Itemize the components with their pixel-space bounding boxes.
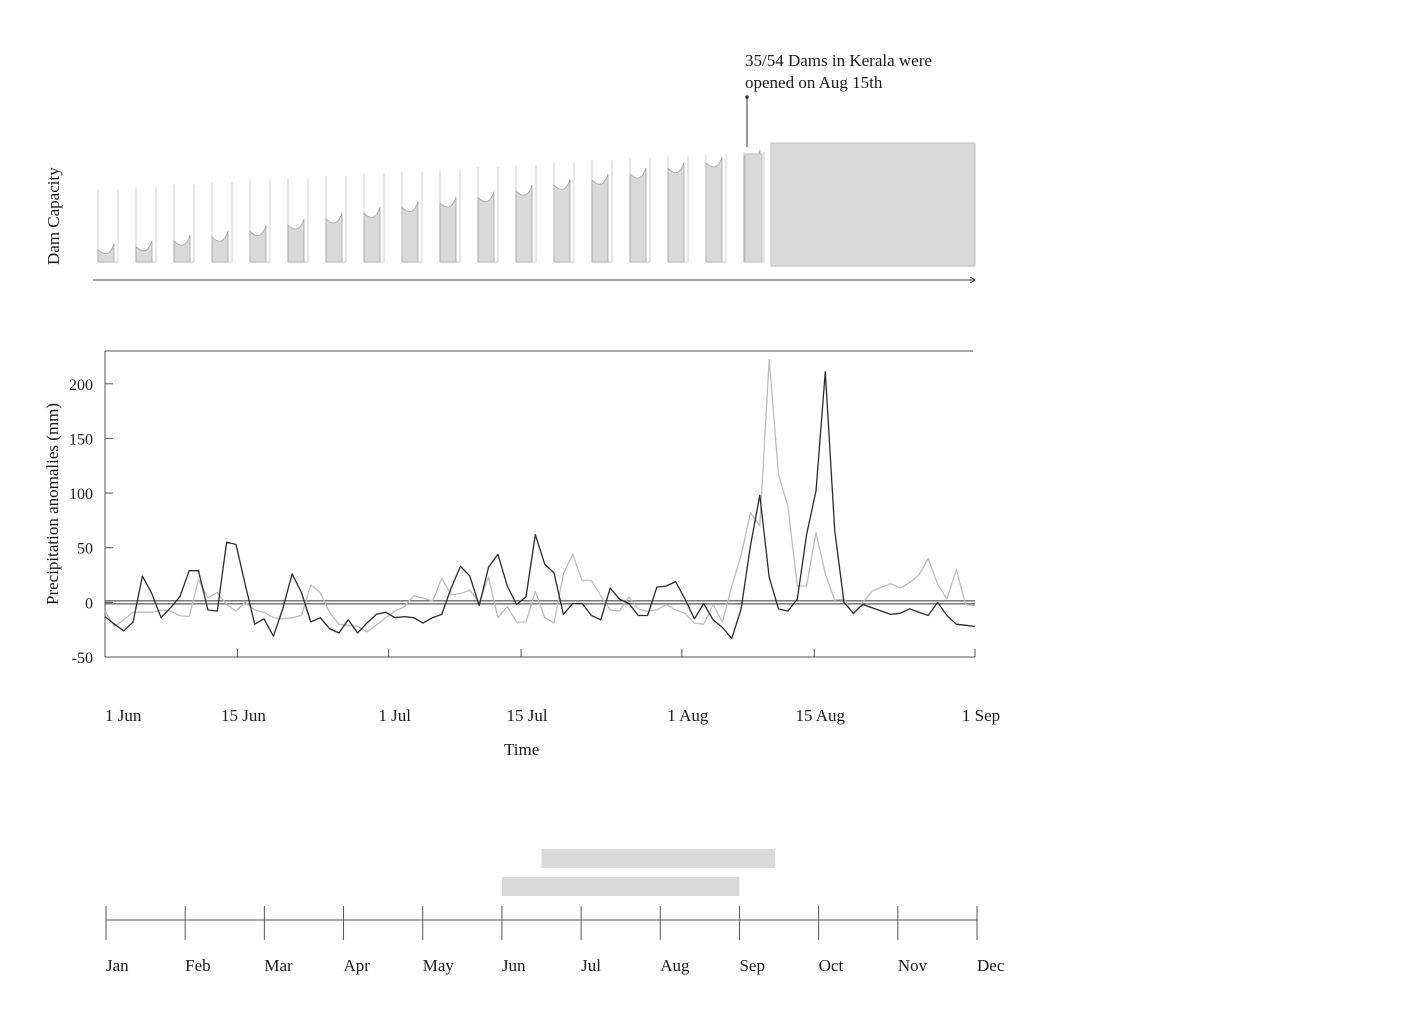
dam-glass-full bbox=[744, 153, 765, 263]
dam-glass-water bbox=[97, 243, 115, 263]
season-range-bar bbox=[501, 877, 740, 896]
dam-glass-full-water bbox=[744, 153, 763, 263]
y-tick-label: 150 bbox=[69, 431, 93, 448]
precip-y-axis-title: Precipitation anomalies (mm) bbox=[43, 403, 62, 605]
dam-capacity-axis-title: Dam Capacity bbox=[44, 167, 63, 265]
dam-glass bbox=[97, 189, 119, 263]
dam-glasses-group bbox=[97, 149, 765, 263]
dam-time-axis-arrow bbox=[969, 276, 976, 284]
season-bars-group bbox=[501, 849, 776, 896]
y-tick-label: -50 bbox=[72, 650, 93, 667]
dam-glass-water bbox=[553, 179, 571, 263]
precip-y-ticks: -50 0 50 100 150 200 bbox=[69, 377, 975, 667]
month-tick-label: Jun bbox=[502, 956, 526, 975]
dam-glass bbox=[173, 184, 195, 263]
dam-glass bbox=[591, 160, 613, 263]
month-tick-label: May bbox=[423, 956, 455, 975]
x-tick-label: 1 Jun bbox=[105, 706, 142, 725]
dam-glass bbox=[211, 182, 233, 263]
dam-glass bbox=[629, 158, 651, 263]
dam-glass bbox=[705, 153, 727, 263]
precip-series-group bbox=[104, 359, 976, 640]
dam-glass-water bbox=[325, 212, 343, 263]
y-tick-label: 50 bbox=[77, 541, 93, 558]
dam-glass-water bbox=[363, 207, 381, 263]
x-tick-label: 15 Jun bbox=[221, 706, 266, 725]
dam-glass-water bbox=[629, 167, 647, 263]
dam-glass-water bbox=[439, 196, 457, 263]
month-tick-label: Nov bbox=[898, 956, 928, 975]
month-tick-label: Oct bbox=[819, 956, 844, 975]
dam-glass bbox=[135, 186, 157, 263]
dam-glass-water bbox=[173, 234, 191, 263]
dam-glass-water bbox=[401, 201, 419, 263]
dam-glass bbox=[325, 175, 347, 263]
dam-glass-water bbox=[667, 162, 685, 263]
dam-open-block bbox=[770, 142, 976, 267]
dam-glass bbox=[363, 173, 385, 263]
month-tick-label: Apr bbox=[344, 956, 371, 975]
dam-glass-water bbox=[249, 225, 267, 263]
dam-glass-water bbox=[477, 191, 495, 263]
x-tick-label: 1 Aug bbox=[667, 706, 709, 725]
dam-glass-water bbox=[135, 240, 153, 263]
dam-glass-water bbox=[515, 184, 533, 263]
annotation-line-1: 35/54 Dams in Kerala were bbox=[745, 51, 932, 70]
dam-glass bbox=[401, 171, 423, 263]
precip-series-line bbox=[104, 359, 976, 633]
annotation-line-2: opened on Aug 15th bbox=[745, 73, 883, 92]
dam-glass-outline bbox=[97, 189, 119, 263]
dam-glass bbox=[553, 162, 575, 263]
month-tick-label: Aug bbox=[660, 956, 690, 975]
precip-x-axis-title: Time bbox=[504, 740, 539, 759]
season-range-bar bbox=[541, 849, 776, 868]
dam-glass-water bbox=[287, 218, 305, 263]
precip-x-ticks: 1 Jun 15 Jun 1 Jul 15 Jul 1 Aug 15 Aug 1 Sep bbox=[104, 649, 1000, 725]
season-ticks-group: Jan Feb Mar Apr May Jun Jul Aug Sep Oct Nov Dec bbox=[105, 906, 1005, 975]
x-tick-label: 1 Jul bbox=[378, 706, 411, 725]
precip-series-line bbox=[104, 371, 976, 640]
dam-glass-water bbox=[705, 156, 723, 263]
y-tick-label: 0 bbox=[85, 595, 93, 612]
month-tick-label: Feb bbox=[185, 956, 211, 975]
y-tick-label: 200 bbox=[69, 377, 93, 394]
month-tick-label: Sep bbox=[739, 956, 765, 975]
month-tick-label: Dec bbox=[977, 956, 1005, 975]
month-tick-label: Jul bbox=[581, 956, 601, 975]
dam-glass bbox=[287, 178, 309, 263]
x-tick-label: 1 Sep bbox=[962, 706, 1000, 725]
month-tick-label: Jan bbox=[106, 956, 129, 975]
month-tick-label: Mar bbox=[264, 956, 293, 975]
y-tick-label: 100 bbox=[69, 486, 93, 503]
dam-glass-water bbox=[591, 173, 609, 263]
x-tick-label: 15 Aug bbox=[795, 706, 845, 725]
dam-glass bbox=[515, 164, 537, 263]
x-tick-label: 15 Jul bbox=[507, 706, 548, 725]
dam-glass-water bbox=[211, 230, 229, 263]
dam-glass bbox=[249, 180, 271, 263]
dam-glass bbox=[667, 156, 689, 263]
dam-glass bbox=[439, 169, 461, 263]
precip-frame bbox=[104, 350, 975, 658]
dam-glass bbox=[477, 167, 499, 263]
